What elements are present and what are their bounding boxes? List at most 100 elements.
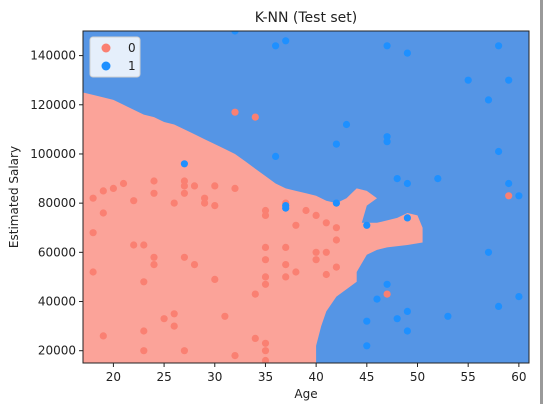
- data-point-class-0: [211, 182, 219, 190]
- data-point-class-0: [160, 315, 168, 323]
- x-tick-label: 40: [308, 370, 323, 384]
- data-point-class-1: [383, 133, 391, 141]
- data-point-class-1: [495, 302, 503, 310]
- x-tick-label: 20: [106, 370, 121, 384]
- data-point-class-1: [515, 293, 523, 301]
- data-point-class-1: [444, 312, 452, 320]
- data-point-class-0: [282, 261, 290, 269]
- chart-title: K-NN (Test set): [255, 10, 358, 26]
- plot-area: [83, 31, 529, 363]
- data-point-class-0: [261, 280, 270, 288]
- data-point-class-0: [201, 194, 209, 202]
- data-point-class-0: [261, 243, 270, 251]
- data-point-class-0: [261, 339, 270, 347]
- data-point-class-1: [434, 175, 442, 183]
- data-point-class-0: [302, 206, 310, 215]
- data-point-class-0: [119, 179, 128, 188]
- data-point-class-0: [322, 270, 330, 279]
- data-point-class-1: [282, 202, 290, 210]
- data-point-class-1: [332, 140, 340, 148]
- y-tick-label: 60000: [38, 245, 76, 259]
- data-point-class-0: [312, 211, 320, 219]
- data-point-class-0: [211, 275, 219, 283]
- data-point-class-0: [190, 182, 199, 190]
- data-point-class-1: [505, 179, 513, 188]
- data-point-class-1: [342, 120, 351, 129]
- data-point-class-1: [383, 138, 391, 146]
- data-point-class-0: [99, 187, 107, 195]
- data-point-class-1: [373, 295, 381, 303]
- data-point-class-0: [505, 192, 513, 200]
- x-axis: 20 25 30 35 40 45 50 55 60: [106, 363, 527, 384]
- data-point-class-0: [231, 184, 239, 192]
- data-point-class-1: [363, 221, 371, 229]
- data-point-class-0: [261, 256, 270, 264]
- x-tick-label: 50: [410, 370, 425, 384]
- data-point-class-1: [383, 42, 391, 50]
- data-point-class-0: [140, 327, 148, 335]
- data-point-class-1: [403, 49, 411, 57]
- data-point-class-0: [231, 108, 239, 116]
- x-tick-label: 25: [156, 370, 171, 384]
- data-point-class-0: [383, 290, 391, 298]
- legend-label-1: 1: [128, 59, 136, 73]
- data-point-class-1: [515, 192, 523, 200]
- data-point-class-0: [99, 332, 107, 340]
- y-tick-label: 140000: [30, 49, 76, 63]
- legend: 0 1: [89, 36, 141, 78]
- data-point-class-0: [89, 268, 97, 276]
- data-point-class-0: [190, 261, 199, 269]
- data-point-class-0: [261, 273, 270, 281]
- data-point-class-1: [484, 96, 493, 104]
- data-point-class-1: [272, 152, 280, 160]
- data-point-class-1: [403, 327, 411, 335]
- data-point-class-1: [495, 42, 503, 50]
- data-point-class-0: [251, 290, 259, 298]
- y-axis-title: Estimated Salary: [7, 146, 21, 248]
- data-point-class-0: [322, 248, 330, 256]
- legend-label-0: 0: [128, 41, 136, 55]
- data-point-class-0: [170, 322, 178, 330]
- data-point-class-0: [99, 209, 107, 217]
- data-point-class-0: [89, 229, 97, 237]
- data-point-class-0: [150, 261, 158, 269]
- data-point-class-0: [221, 312, 229, 320]
- data-point-class-0: [332, 224, 340, 232]
- y-tick-label: 40000: [38, 295, 76, 309]
- data-point-class-0: [150, 253, 158, 261]
- y-tick-label: 20000: [38, 344, 76, 358]
- data-point-class-0: [150, 189, 158, 197]
- data-point-class-0: [292, 221, 300, 229]
- data-point-class-0: [211, 202, 219, 210]
- data-point-class-0: [130, 241, 138, 249]
- legend-marker-1: [101, 61, 111, 71]
- data-point-class-1: [383, 280, 391, 288]
- scatter-points: [89, 31, 523, 363]
- data-point-class-0: [251, 334, 259, 342]
- data-point-class-0: [231, 352, 239, 360]
- data-point-class-1: [363, 317, 371, 325]
- data-point-class-1: [282, 37, 290, 45]
- data-point-class-0: [332, 263, 340, 271]
- x-axis-title: Age: [294, 387, 317, 401]
- data-point-class-0: [140, 347, 148, 355]
- data-point-class-0: [89, 194, 97, 202]
- x-tick-label: 45: [359, 370, 374, 384]
- data-point-class-1: [393, 175, 401, 183]
- x-tick-label: 35: [258, 370, 273, 384]
- data-point-class-0: [180, 189, 188, 197]
- data-point-class-1: [231, 31, 239, 35]
- data-point-class-0: [109, 184, 117, 192]
- data-point-class-1: [484, 248, 493, 256]
- data-point-class-1: [403, 307, 411, 315]
- data-point-class-0: [140, 278, 148, 286]
- decision-region-1: [83, 31, 529, 363]
- data-point-class-0: [170, 199, 178, 207]
- data-point-class-1: [180, 160, 188, 168]
- legend-marker-0: [101, 43, 111, 53]
- data-point-class-0: [180, 177, 188, 185]
- data-point-class-1: [505, 76, 513, 84]
- data-point-class-0: [251, 113, 259, 121]
- data-point-class-1: [393, 315, 401, 323]
